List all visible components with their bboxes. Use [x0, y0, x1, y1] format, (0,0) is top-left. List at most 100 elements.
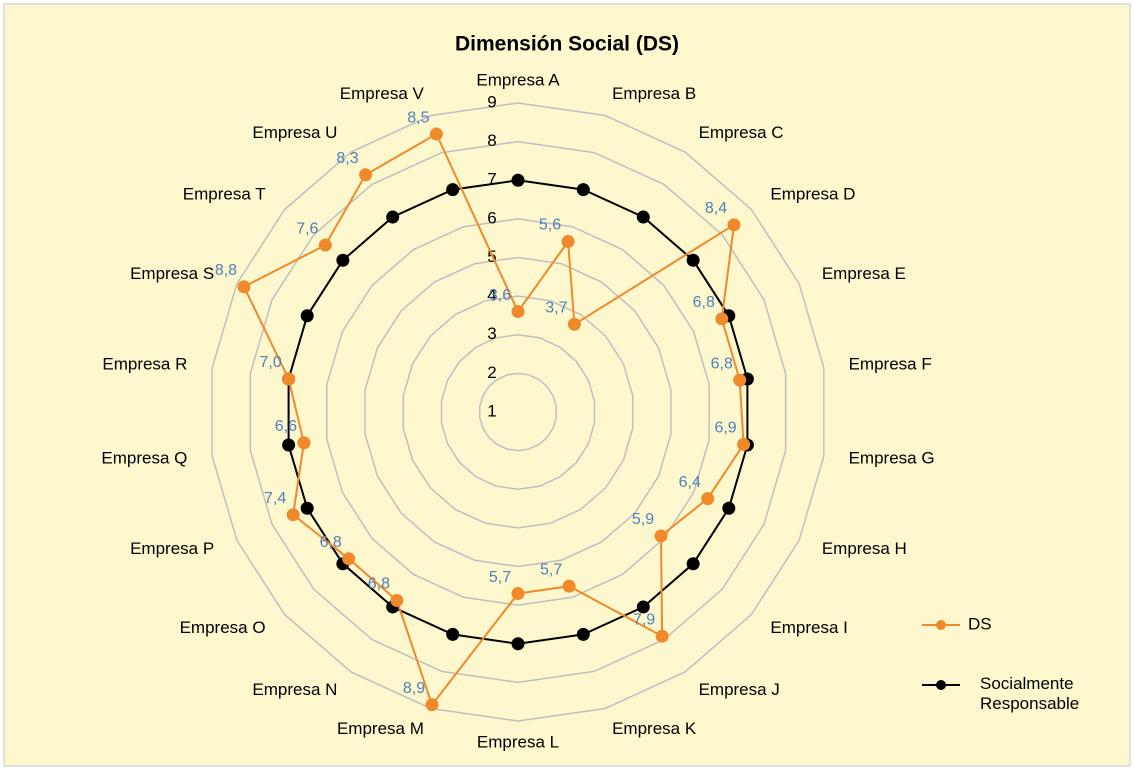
- data-point: [511, 637, 525, 651]
- data-label: 8,9: [403, 680, 425, 697]
- data-label: 6,8: [693, 294, 715, 311]
- data-point: [561, 235, 575, 249]
- plot-area: 3,6 5,6 3,7 8,4 6,8 6,8 6,9 6,4 5,9 7,9 5,7 5,7 8,9 6…: [215, 109, 754, 712]
- data-point: [282, 438, 296, 452]
- data-point: [282, 372, 296, 386]
- data-point: [511, 587, 525, 601]
- data-label: 6,8: [711, 355, 733, 372]
- data-point: [300, 501, 314, 515]
- data-point: [576, 627, 590, 641]
- r-tick-label: 8: [487, 131, 496, 150]
- r-tick-label: 7: [487, 170, 496, 189]
- chart-title: Dimensión Social (DS): [455, 33, 679, 56]
- category-label: Empresa I: [770, 618, 847, 637]
- data-label: 7,9: [633, 611, 655, 628]
- data-label: 7,4: [264, 490, 286, 507]
- category-label: Empresa Q: [101, 449, 187, 468]
- category-label: Empresa A: [476, 70, 560, 89]
- data-label: 6,6: [275, 418, 297, 435]
- data-point: [733, 373, 747, 387]
- category-label: Empresa V: [340, 84, 425, 103]
- category-label: Empresa N: [252, 680, 337, 699]
- data-label: 6,8: [368, 576, 390, 593]
- data-point: [722, 501, 736, 515]
- data-label: 8,5: [407, 109, 429, 126]
- category-label: Empresa F: [849, 354, 932, 373]
- category-label: Empresa G: [849, 449, 935, 468]
- legend-label: DS: [968, 614, 992, 633]
- r-tick-label: 3: [487, 324, 496, 343]
- data-point: [636, 600, 650, 614]
- data-point: [446, 183, 460, 197]
- r-tick-label: 9: [487, 92, 496, 111]
- data-label: 6,9: [714, 420, 736, 437]
- data-point: [318, 238, 332, 252]
- category-label: Empresa K: [612, 719, 697, 738]
- legend-marker: [936, 620, 946, 630]
- category-label: Empresa U: [252, 123, 337, 142]
- category-label: Empresa L: [477, 732, 559, 751]
- data-point: [567, 317, 581, 331]
- data-point: [686, 253, 700, 267]
- grid-ring: [479, 372, 557, 452]
- data-point: [300, 309, 314, 323]
- data-label: 5,7: [489, 569, 511, 586]
- data-point: [562, 579, 576, 593]
- category-label: Empresa S: [130, 264, 214, 283]
- grid-ring: [211, 102, 825, 722]
- grid-ring: [364, 256, 672, 568]
- category-label: Empresa C: [699, 123, 784, 142]
- data-point: [511, 173, 525, 187]
- data-point: [511, 305, 525, 319]
- data-point: [342, 552, 356, 566]
- legend: DS Socialmente Responsable: [922, 614, 1079, 713]
- data-point: [655, 629, 669, 643]
- data-label: 3,6: [489, 287, 511, 304]
- r-tick-label: 4: [487, 286, 496, 305]
- data-point: [701, 492, 715, 506]
- data-point: [727, 218, 741, 232]
- data-point: [636, 210, 650, 224]
- data-label: 5,9: [632, 511, 654, 528]
- category-label: Empresa R: [102, 354, 187, 373]
- grid-ring: [440, 333, 596, 491]
- legend-label: Socialmente Responsable: [980, 674, 1079, 713]
- data-label: 5,6: [539, 217, 561, 234]
- data-point: [576, 183, 590, 197]
- data-point: [286, 508, 300, 522]
- data-label: 5,7: [540, 561, 562, 578]
- grid-ring: [402, 295, 634, 529]
- data-point: [715, 312, 729, 326]
- category-label: Empresa E: [822, 264, 906, 283]
- category-label: Empresa O: [180, 618, 266, 637]
- data-point: [429, 127, 443, 141]
- category-label: Empresa B: [612, 84, 696, 103]
- data-label: 8,4: [705, 200, 727, 217]
- data-label: 6,4: [679, 474, 701, 491]
- data-label: 7,0: [259, 354, 281, 371]
- data-point: [359, 168, 373, 182]
- grid-ring: [326, 218, 710, 606]
- category-label: Empresa T: [183, 185, 266, 204]
- category-label: Empresa D: [770, 185, 855, 204]
- data-point: [737, 437, 751, 451]
- data-point: [237, 280, 251, 294]
- data-label: 3,7: [545, 299, 567, 316]
- data-point: [425, 698, 439, 712]
- grid-ring: [249, 140, 787, 684]
- data-label: 8,3: [336, 150, 358, 167]
- r-tick-label: 1: [487, 401, 496, 420]
- legend-marker: [936, 680, 946, 690]
- data-point: [446, 627, 460, 641]
- data-point: [336, 253, 350, 267]
- category-label: Empresa P: [130, 539, 214, 558]
- r-tick-label: 6: [487, 208, 496, 227]
- data-point: [686, 557, 700, 571]
- data-label: 6,8: [320, 534, 342, 551]
- data-label: 7,6: [296, 220, 318, 237]
- category-label: Empresa J: [699, 680, 780, 699]
- data-point: [386, 210, 400, 224]
- chart-background: [3, 3, 1131, 767]
